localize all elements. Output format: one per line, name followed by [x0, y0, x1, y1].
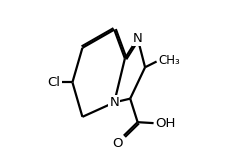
Text: O: O — [111, 137, 122, 150]
Text: Cl: Cl — [47, 76, 60, 89]
Text: CH₃: CH₃ — [157, 54, 179, 67]
Text: OH: OH — [154, 117, 175, 130]
Text: N: N — [109, 96, 119, 109]
Text: N: N — [132, 32, 142, 45]
